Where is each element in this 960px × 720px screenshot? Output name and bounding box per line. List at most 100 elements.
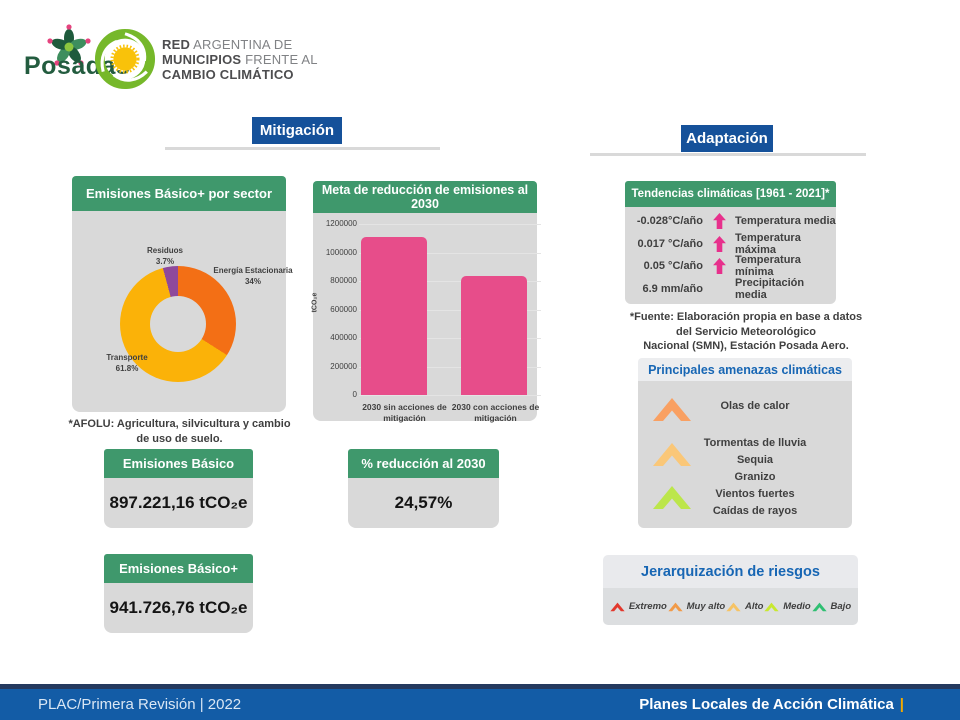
- emisiones-basico-plus-value: 941.726,76 tCO₂e: [109, 598, 248, 617]
- tendencia-value: 0.017 °C/año: [637, 237, 703, 250]
- amenazas-panel: Principales amenazas climáticas Olas de …: [638, 358, 852, 528]
- adaptacion-divider: [590, 153, 866, 156]
- mitigacion-divider: [165, 147, 440, 150]
- tendencia-label: Temperatura mínima: [735, 254, 801, 279]
- tendencia-value: 6.9 mm/año: [642, 282, 703, 295]
- emisiones-basico-plus-card: Emisiones Básico+ 941.726,76 tCO₂e: [104, 554, 253, 633]
- tendencia-row: 0.05 °C/año Temperatura mínima: [625, 254, 836, 279]
- donut-hole: [150, 296, 206, 352]
- meta-reduccion-title: Meta de reducción de emisiones al 2030: [313, 181, 537, 213]
- riesgo-label: Alto: [744, 601, 764, 612]
- bar-bars: [359, 224, 541, 395]
- posadas-flower-icon: [47, 24, 91, 66]
- bar-x-label-2: 2030 con acciones de mitigación: [451, 402, 540, 423]
- y-tick-label: 600000: [330, 304, 357, 314]
- riesgo-item-bajo: Bajo: [811, 601, 852, 612]
- y-tick-label: 0: [352, 390, 357, 399]
- riesgo-label: Muy alto: [686, 601, 726, 612]
- amenaza-label: Vientos fuertes: [715, 488, 795, 500]
- footer-left-text: PLAC/Primera Revisión | 2022: [38, 696, 242, 713]
- gridline: [359, 395, 541, 396]
- ramcc-wordmark: RED ARGENTINA DE MUNICIPIOS FRENTE AL CA…: [162, 37, 318, 82]
- riesgo-item-muy-alto: Muy alto: [668, 601, 726, 612]
- meta-reduccion-panel: Meta de reducción de emisiones al 2030 t…: [311, 181, 541, 423]
- emisiones-basico-title: Emisiones Básico: [104, 449, 253, 478]
- chevron-icon-extremo: [610, 602, 625, 612]
- mitigacion-badge: Mitigación: [252, 117, 342, 144]
- pie-label-residuos: Residuos 3.7%: [146, 246, 183, 266]
- fuente-footnote: *Fuente: Elaboración propia en base a da…: [629, 311, 863, 352]
- riesgo-item-medio: Medio: [764, 601, 811, 612]
- gridline: [359, 366, 541, 368]
- chevron-icon-tormentas: [653, 443, 691, 466]
- gridline: [359, 309, 541, 311]
- riesgo-item-extremo: Extremo: [610, 601, 667, 612]
- amenaza-label: Sequia: [736, 454, 774, 466]
- pie-label-energia: Energía Estacionaria 34%: [213, 266, 293, 286]
- riesgo-label: Extremo: [628, 601, 667, 612]
- bar-x-axis-labels: 2030 sin acciones de mitigación 2030 con …: [359, 402, 541, 424]
- bar-yticks: 1200000 1000000 800000 600000 400000 200000 0: [319, 220, 357, 399]
- amenazas-body: Olas de calor Tormentas de lluvia Sequia…: [638, 381, 852, 528]
- chevron-icon-muy-alto: [668, 602, 683, 612]
- chevron-icon-vientos: [653, 486, 691, 509]
- bar-x-label-1: 2030 sin acciones de mitigación: [362, 402, 447, 423]
- footer-right-text: Planes Locales de Acción Climática |: [639, 696, 904, 713]
- chevron-icon-alto: [726, 602, 741, 612]
- footer-gold-pipe: |: [899, 696, 904, 713]
- riesgo-label: Medio: [783, 601, 811, 612]
- riesgo-label: Bajo: [830, 601, 852, 612]
- emisiones-basico-plus-title: Emisiones Básico+: [104, 554, 253, 583]
- tendencia-value: 0.05 °C/año: [643, 260, 703, 273]
- gridline: [359, 281, 541, 282]
- ramcc-logo-icon: [94, 28, 156, 90]
- bar-1: [461, 276, 527, 395]
- emisiones-basico-card: Emisiones Básico 897.221,16 tCO₂e: [104, 449, 253, 528]
- bar-y-axis-label: tCO₂e: [311, 292, 319, 313]
- ramcc-line-3: CAMBIO CLIMÁTICO: [162, 67, 294, 82]
- reduccion-2030-title: % reducción al 2030: [348, 449, 499, 478]
- reduccion-2030-card: % reducción al 2030 24,57%: [348, 449, 499, 528]
- riesgos-panel: Jerarquización de riesgos Extremo Muy al…: [603, 555, 858, 625]
- ramcc-line-2: MUNICIPIOS FRENTE AL: [162, 52, 318, 67]
- tendencia-label: Temperatura máxima: [735, 231, 801, 256]
- emisiones-por-sector-title: Emisiones Básico+ por sector: [72, 176, 286, 211]
- bar-0: [361, 236, 427, 395]
- riesgos-legend: Extremo Muy alto Alto Medio Bajo: [603, 588, 858, 625]
- amenazas-title: Principales amenazas climáticas: [638, 358, 852, 381]
- y-tick-label: 1000000: [325, 247, 357, 257]
- tendencia-row: -0.028°C/año Temperatura media: [625, 210, 836, 233]
- tendencia-row: 0.017 °C/año Temperatura máxima: [625, 231, 836, 256]
- gridline: [359, 252, 541, 254]
- trend-up-icon: [712, 235, 726, 252]
- donut-chart: [120, 266, 236, 382]
- gridline: [359, 338, 541, 339]
- pie-label-transporte: Transporte 61.8%: [106, 353, 148, 373]
- adaptacion-badge: Adaptación: [681, 125, 773, 152]
- emisiones-por-sector-chart-area: Residuos 3.7% Energía Estacionaria 34% Tra…: [72, 211, 293, 412]
- chevron-icon-bajo: [811, 602, 827, 612]
- tendencia-label: Temperatura media: [735, 215, 836, 228]
- amenaza-label: Granizo: [734, 471, 776, 483]
- y-tick-label: 400000: [330, 333, 357, 342]
- tendencia-value: -0.028°C/año: [636, 215, 703, 228]
- tendencias-panel: Tendencias climáticas [1961 - 2021]* -0.…: [625, 181, 836, 304]
- y-tick-label: 800000: [330, 276, 357, 285]
- bar-plot: [359, 224, 541, 396]
- trend-up-icon: [712, 258, 726, 275]
- footer-divider: [0, 684, 960, 689]
- amenaza-label: Caídas de rayos: [712, 505, 798, 517]
- amenaza-label: Olas de calor: [720, 400, 790, 412]
- emisiones-por-sector-panel: Emisiones Básico+ por sector Residuos 3.7…: [72, 176, 293, 412]
- ramcc-line-1: RED ARGENTINA DE: [162, 37, 293, 52]
- tendencia-label: Precipitación media: [735, 276, 805, 301]
- chevron-icon-olas: [653, 398, 691, 421]
- emisiones-basico-value: 897.221,16 tCO₂e: [109, 493, 248, 512]
- riesgos-title: Jerarquización de riesgos: [603, 555, 858, 588]
- trend-up-icon: [712, 213, 726, 230]
- chevron-icon-medio: [764, 602, 779, 612]
- bar-chart-area: tCO₂e 1200000 1000000 800000 600000 400000 20…: [311, 213, 541, 423]
- afolu-footnote: *AFOLU: Agricultura, silvicultura y camb…: [68, 418, 291, 445]
- footer: PLAC/Primera Revisión | 2022 Planes Loca…: [0, 689, 960, 720]
